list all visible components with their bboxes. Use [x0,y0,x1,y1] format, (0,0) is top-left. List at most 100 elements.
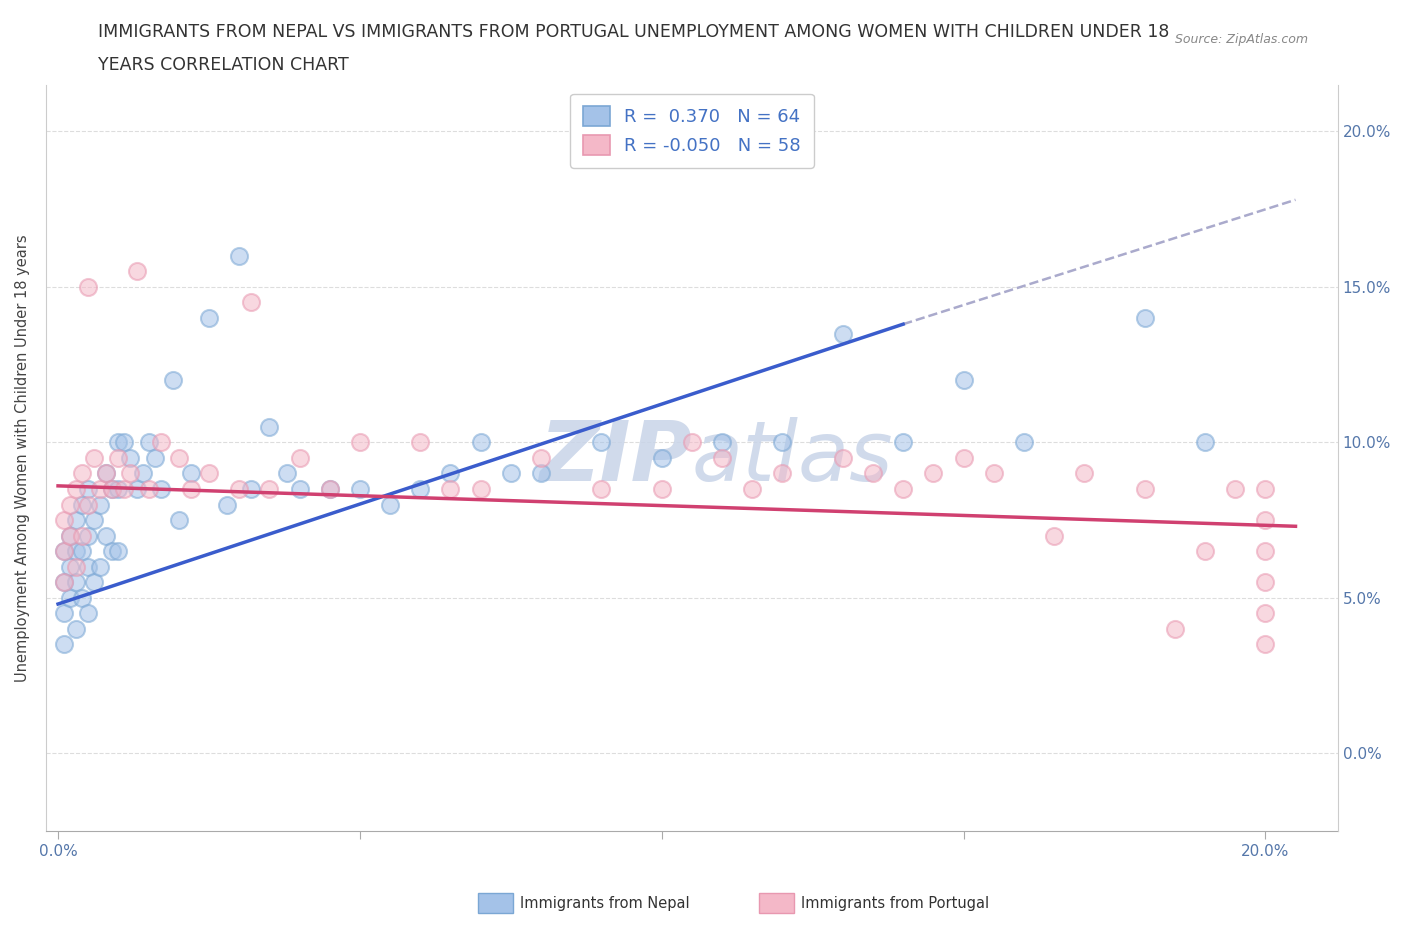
Point [409,435,432,450]
Point [59,559,82,574]
Point [499,466,522,481]
Point [228,482,250,497]
Point [240,295,263,310]
Point [162,373,184,388]
Point [138,482,160,497]
Point [259,419,281,434]
Point [53,544,76,559]
Point [240,482,263,497]
Point [77,497,100,512]
Point [143,450,166,465]
Point [89,559,111,574]
Point [70,497,93,512]
Point [167,512,190,527]
Point [83,512,105,527]
Point [180,482,202,497]
Point [83,575,105,590]
Text: Immigrants from Portugal: Immigrants from Portugal [801,896,990,910]
Point [831,326,853,341]
Point [70,544,93,559]
Point [215,497,238,512]
Point [107,450,129,465]
Point [1254,512,1277,527]
Point [53,544,76,559]
Point [711,435,734,450]
Point [96,528,118,543]
Point [120,450,142,465]
Point [1164,621,1187,636]
Point [65,482,87,497]
Point [1194,544,1216,559]
Point [96,466,118,481]
Point [53,575,76,590]
Point [65,559,87,574]
Point [89,497,111,512]
Point [77,606,100,621]
Point [318,482,340,497]
Point [409,482,432,497]
Point [107,482,129,497]
Point [53,606,76,621]
Legend: R =  0.370   N = 64, R = -0.050   N = 58: R = 0.370 N = 64, R = -0.050 N = 58 [571,94,814,167]
Point [591,435,613,450]
Point [831,450,853,465]
Point [53,637,76,652]
Point [101,544,124,559]
Text: Immigrants from Nepal: Immigrants from Nepal [520,896,690,910]
Point [741,482,763,497]
Point [70,466,93,481]
Point [180,466,202,481]
Point [77,279,100,294]
Point [470,482,492,497]
Point [770,435,793,450]
Point [952,450,974,465]
Point [53,512,76,527]
Point [651,482,673,497]
Point [65,575,87,590]
Point [120,466,142,481]
Point [114,482,136,497]
Point [77,482,100,497]
Point [1043,528,1066,543]
Point [59,528,82,543]
Point [65,621,87,636]
Text: Source: ZipAtlas.com: Source: ZipAtlas.com [1174,33,1308,46]
Point [276,466,298,481]
Point [591,482,613,497]
Point [77,528,100,543]
Point [167,450,190,465]
Point [59,497,82,512]
Point [378,497,401,512]
Text: IMMIGRANTS FROM NEPAL VS IMMIGRANTS FROM PORTUGAL UNEMPLOYMENT AMONG WOMEN WITH : IMMIGRANTS FROM NEPAL VS IMMIGRANTS FROM… [98,23,1170,41]
Point [1194,435,1216,450]
Point [83,450,105,465]
Point [1223,482,1246,497]
Point [101,482,124,497]
Point [107,435,129,450]
Point [1254,606,1277,621]
Point [198,466,221,481]
Point [288,482,311,497]
Point [198,311,221,325]
Point [439,466,461,481]
Point [114,435,136,450]
Point [107,544,129,559]
Point [1012,435,1035,450]
Point [1254,482,1277,497]
Point [125,264,148,279]
Point [228,248,250,263]
Point [439,482,461,497]
Point [681,435,703,450]
Point [89,482,111,497]
Point [70,591,93,605]
Point [65,512,87,527]
Point [149,435,172,450]
Y-axis label: Unemployment Among Women with Children Under 18 years: Unemployment Among Women with Children U… [15,234,30,682]
Point [101,482,124,497]
Point [288,450,311,465]
Point [131,466,153,481]
Point [125,482,148,497]
Point [470,435,492,450]
Point [770,466,793,481]
Point [1073,466,1095,481]
